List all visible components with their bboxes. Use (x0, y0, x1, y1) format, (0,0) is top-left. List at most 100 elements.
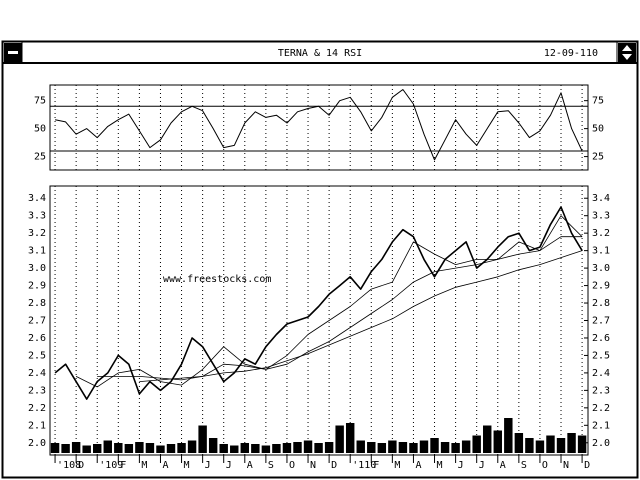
y-tick-label-right: 75 (592, 96, 604, 107)
x-tick-label: J (458, 460, 464, 471)
window-date: 12-09-110 (544, 48, 598, 59)
y-tick-label: 2.2 (28, 403, 46, 414)
volume-bar (356, 440, 365, 453)
volume-bar (419, 440, 429, 453)
y-tick-label-right: 2.2 (592, 403, 610, 414)
volume-bar (577, 435, 587, 453)
volume-bar (556, 438, 566, 453)
y-tick-label-right: 2.6 (592, 333, 610, 344)
y-tick-label-right: 2.0 (592, 438, 610, 449)
volume-bar (303, 440, 313, 453)
volume-bar (240, 443, 250, 453)
volume-bar (525, 438, 534, 453)
x-tick-label: '109 (99, 460, 123, 471)
y-tick-label-right: 2.1 (592, 420, 610, 431)
x-tick-label: J (205, 460, 211, 471)
y-tick-label-right: 3.2 (592, 228, 610, 239)
volume-bar (156, 445, 165, 453)
x-tick-label: M (437, 460, 443, 471)
volume-bar (398, 442, 408, 453)
volume-bar (567, 433, 576, 453)
y-tick-label-right: 3.4 (592, 193, 610, 204)
volume-bar (145, 443, 155, 453)
volume-bar (324, 442, 334, 453)
y-tick-label: 2.3 (28, 385, 46, 396)
volume-bar (177, 443, 186, 453)
x-tick-label: M (394, 460, 400, 471)
x-tick-label: A (247, 460, 253, 471)
volume-bar (546, 435, 555, 453)
x-tick-label: F (373, 460, 379, 471)
price-line (139, 250, 583, 382)
price-line (54, 206, 583, 400)
y-tick-label-right: 50 (592, 124, 604, 135)
x-tick-label: J (479, 460, 485, 471)
x-tick-label: J (226, 460, 232, 471)
y-tick-label-right: 2.4 (592, 368, 610, 379)
x-tick-label: '110 (352, 460, 376, 471)
y-tick-label-right: 2.7 (592, 316, 610, 327)
y-tick-label: 3.3 (28, 211, 46, 222)
x-tick-label: M (141, 460, 147, 471)
volume-bar (82, 445, 91, 453)
y-tick-label: 3.4 (28, 193, 46, 204)
volume-bar (388, 440, 397, 453)
x-tick-label: D (331, 460, 337, 471)
volume-bar (451, 443, 460, 453)
x-tick-label: F (120, 460, 126, 471)
volume-bar (461, 440, 471, 453)
volume-bar (208, 438, 218, 453)
y-tick-label: 2.4 (28, 368, 46, 379)
scroll-button[interactable] (618, 43, 636, 62)
close-icon (8, 51, 18, 54)
volume-bar (335, 425, 344, 453)
y-tick-label: 2.9 (28, 281, 46, 292)
x-tick-label: N (563, 460, 569, 471)
y-tick-label: 2.5 (28, 350, 46, 361)
x-tick-label: D (584, 460, 590, 471)
y-tick-label-right: 2.8 (592, 298, 610, 309)
volume-bar (504, 418, 513, 453)
volume-bar (377, 443, 387, 453)
price-line (54, 89, 583, 161)
y-tick-label: 2.0 (28, 438, 46, 449)
y-tick-label: 3.0 (28, 263, 46, 274)
x-tick-label: A (415, 460, 421, 471)
volume-bar (93, 444, 102, 453)
x-tick-label: N (310, 460, 316, 471)
y-tick-label-right: 2.5 (592, 350, 610, 361)
y-tick-label: 3.1 (28, 246, 46, 257)
volume-bar (409, 443, 418, 453)
y-tick-label-right: 2.9 (592, 281, 610, 292)
volume-bar (430, 438, 439, 453)
x-tick-label: S (521, 460, 527, 471)
volume-bar (230, 445, 239, 453)
x-tick-label: D (78, 460, 84, 471)
y-tick-label: 2.1 (28, 420, 46, 431)
y-tick-label-right: 3.0 (592, 263, 610, 274)
y-tick-label-right: 2.3 (592, 385, 610, 396)
volume-bar (61, 444, 70, 453)
volume-bar (114, 443, 123, 453)
volume-bar (440, 442, 450, 453)
volume-bar (535, 440, 545, 453)
x-tick-label: S (268, 460, 274, 471)
y-tick-label-right: 3.1 (592, 246, 610, 257)
x-tick-label: '108 (57, 460, 81, 471)
volume-bar (472, 435, 481, 453)
x-tick-label: O (289, 460, 295, 471)
volume-bar (345, 423, 355, 453)
y-tick-label: 2.6 (28, 333, 46, 344)
y-tick-label: 25 (34, 152, 46, 163)
window-title: TERNA & 14 RSI (278, 48, 362, 59)
y-tick-label: 50 (34, 124, 46, 135)
x-tick-label: M (184, 460, 190, 471)
volume-bar (135, 442, 144, 453)
y-tick-label-right: 25 (592, 152, 604, 163)
scroll-icon (622, 45, 632, 60)
plot-frame (49, 84, 589, 171)
volume-bar (187, 440, 197, 453)
window-frame (1, 40, 639, 479)
